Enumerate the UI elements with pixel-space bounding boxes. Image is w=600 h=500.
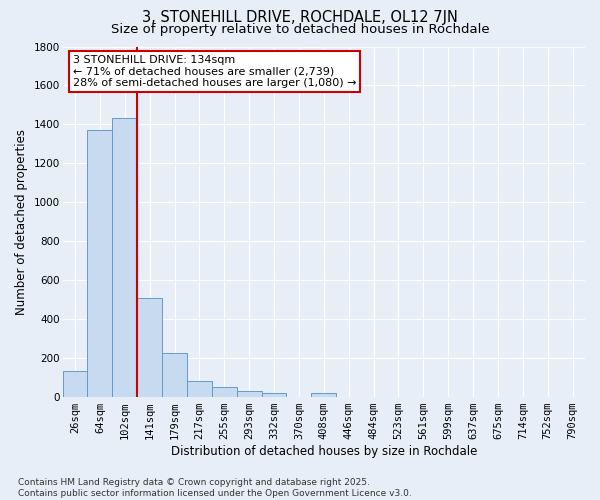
Text: 3, STONEHILL DRIVE, ROCHDALE, OL12 7JN: 3, STONEHILL DRIVE, ROCHDALE, OL12 7JN	[142, 10, 458, 25]
X-axis label: Distribution of detached houses by size in Rochdale: Distribution of detached houses by size …	[170, 444, 477, 458]
Bar	[62, 372, 88, 396]
Text: Size of property relative to detached houses in Rochdale: Size of property relative to detached ho…	[110, 22, 490, 36]
Bar	[212, 387, 237, 396]
Text: Contains HM Land Registry data © Crown copyright and database right 2025.
Contai: Contains HM Land Registry data © Crown c…	[18, 478, 412, 498]
Bar	[162, 353, 187, 397]
Bar	[187, 381, 212, 396]
Bar	[311, 392, 336, 396]
Bar	[88, 130, 112, 396]
Text: 3 STONEHILL DRIVE: 134sqm
← 71% of detached houses are smaller (2,739)
28% of se: 3 STONEHILL DRIVE: 134sqm ← 71% of detac…	[73, 56, 356, 88]
Bar	[262, 392, 286, 396]
Bar	[112, 118, 137, 396]
Y-axis label: Number of detached properties: Number of detached properties	[15, 128, 28, 314]
Bar	[237, 391, 262, 396]
Bar	[137, 298, 162, 396]
